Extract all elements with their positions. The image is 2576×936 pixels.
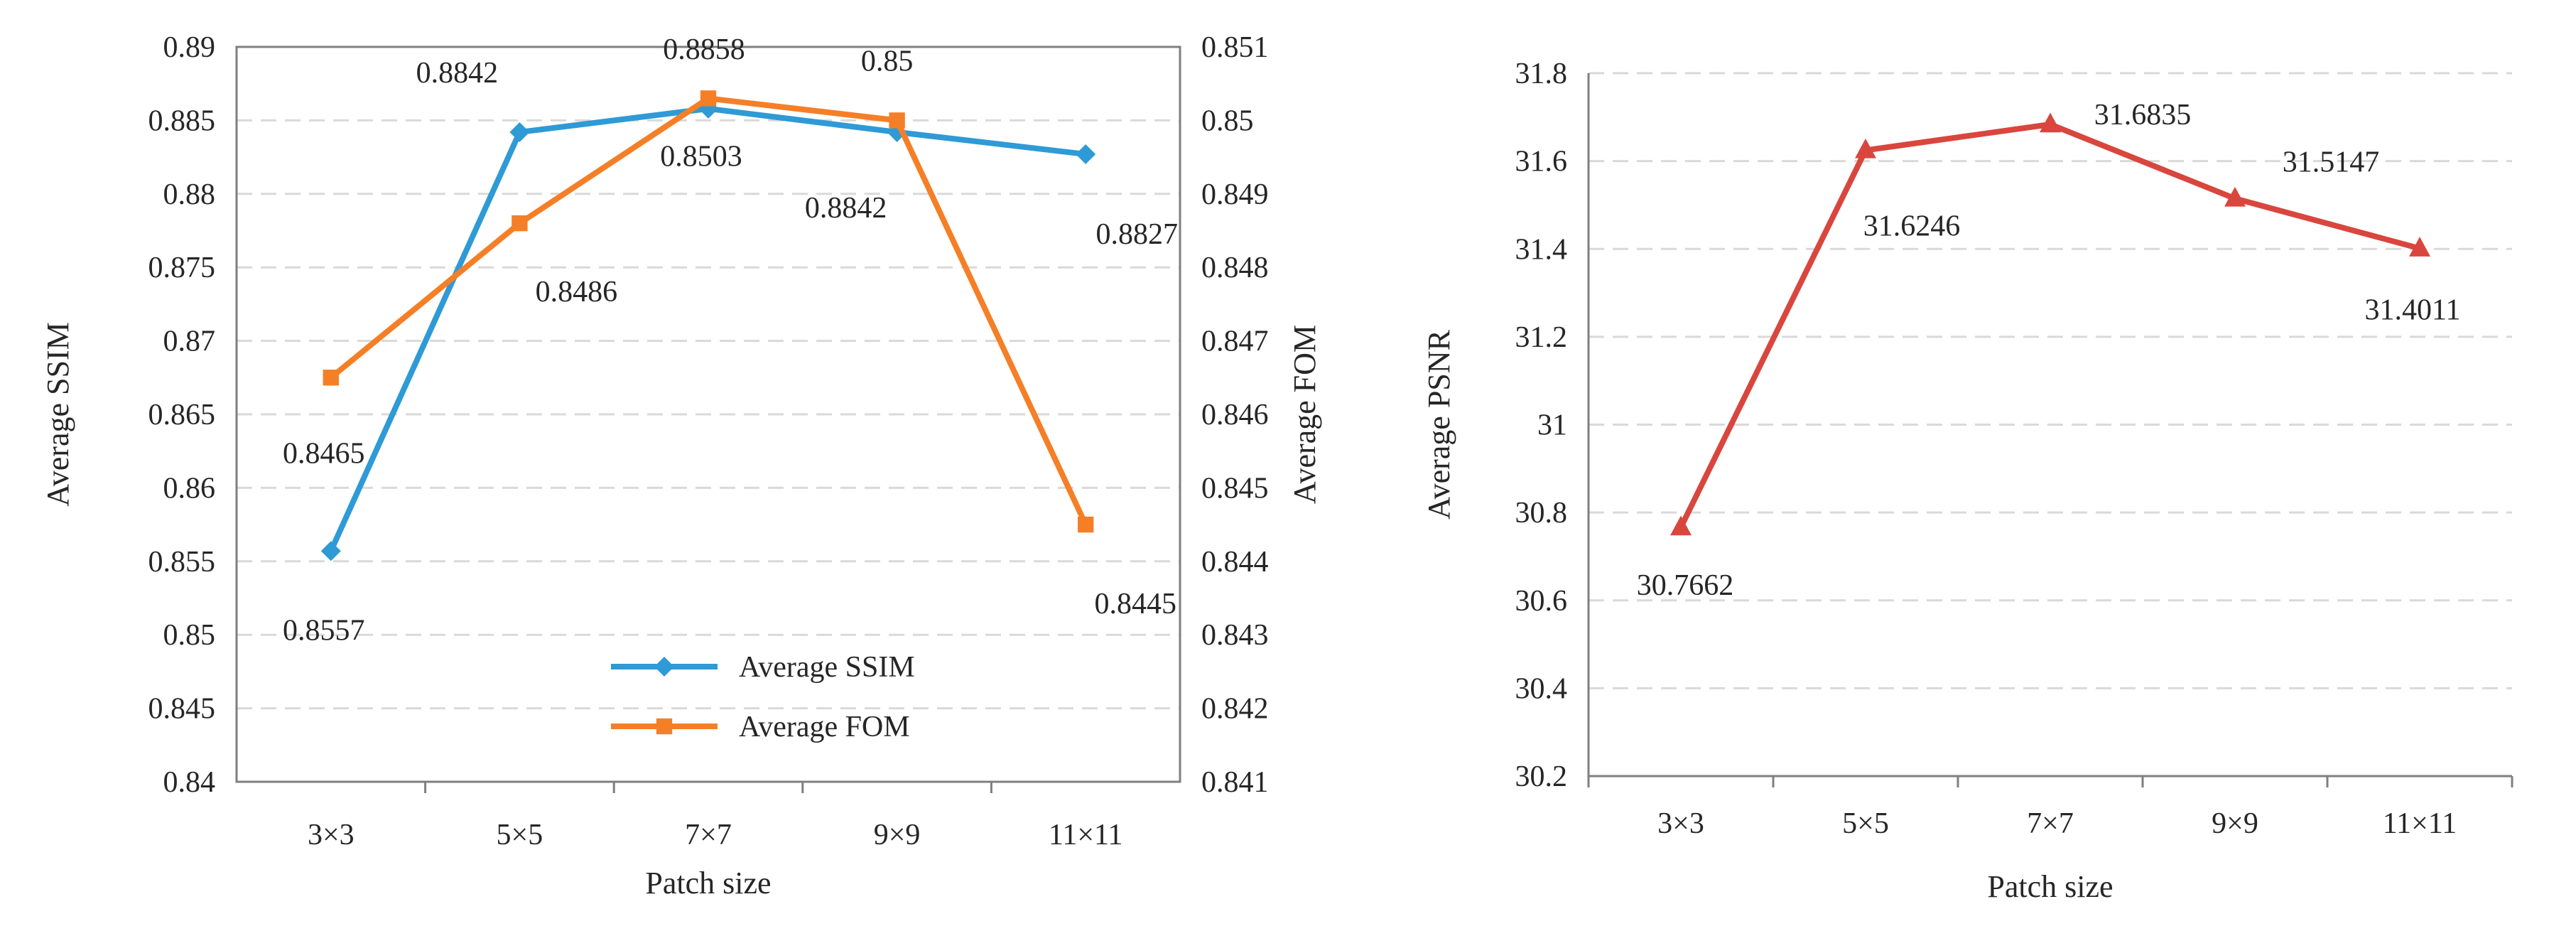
data-label: 31.4011 bbox=[2365, 294, 2461, 327]
y2-tick-label: 0.841 bbox=[1201, 766, 1269, 799]
data-point bbox=[700, 90, 717, 107]
data-point bbox=[1078, 516, 1094, 533]
x-tick-label: 9×9 bbox=[2212, 807, 2258, 840]
data-label: 31.6246 bbox=[1863, 210, 1961, 242]
data-point bbox=[1076, 144, 1096, 164]
y2-axis-title: Average FOM bbox=[1287, 325, 1322, 504]
legend-marker bbox=[656, 718, 673, 735]
y2-tick-label: 0.849 bbox=[1201, 178, 1269, 211]
x-tick-label: 3×3 bbox=[1657, 807, 1704, 840]
x-tick-label: 5×5 bbox=[497, 819, 543, 851]
x-tick-label: 11×11 bbox=[1049, 819, 1123, 851]
y-tick-label: 0.85 bbox=[163, 619, 216, 652]
data-label: 30.7662 bbox=[1637, 569, 1734, 602]
y2-tick-label: 0.842 bbox=[1201, 693, 1269, 726]
data-point bbox=[509, 122, 530, 142]
y-tick-label: 0.88 bbox=[163, 178, 216, 211]
data-point bbox=[889, 112, 905, 129]
y2-tick-label: 0.848 bbox=[1201, 252, 1269, 284]
series-line-psnr bbox=[1678, 122, 2421, 529]
ssim-fom-chart: 0.84 0.845 0.85 0.855 0.86 0.865 0.87 0.875 0.88… bbox=[40, 31, 1322, 900]
data-label: 0.8842 bbox=[805, 192, 887, 225]
data-label: 31.5147 bbox=[2283, 146, 2380, 178]
y-tick-label: 30.8 bbox=[1515, 497, 1568, 529]
y-tick-label: 0.845 bbox=[148, 693, 216, 726]
data-point bbox=[512, 215, 528, 232]
y2-tick-label: 0.851 bbox=[1201, 31, 1269, 64]
y-tick-label: 0.875 bbox=[148, 252, 216, 284]
data-point bbox=[323, 370, 339, 386]
y-tick-label: 31.4 bbox=[1515, 233, 1568, 266]
series-line-ssim bbox=[328, 105, 1086, 552]
data-label: 31.6835 bbox=[2094, 99, 2192, 131]
y2-tick-label: 0.845 bbox=[1201, 472, 1269, 505]
y2-tick-label: 0.85 bbox=[1201, 104, 1254, 137]
y2-tick-label: 0.846 bbox=[1201, 399, 1269, 431]
y-tick-label: 0.855 bbox=[148, 546, 216, 579]
data-label: 0.8827 bbox=[1095, 218, 1178, 251]
legend-marker bbox=[654, 657, 674, 677]
data-label: 0.8557 bbox=[283, 614, 365, 647]
data-point bbox=[2224, 186, 2246, 207]
x-tick-label: 5×5 bbox=[1842, 807, 1889, 840]
data-label: 0.8503 bbox=[660, 140, 742, 173]
y-axis-title: Average SSIM bbox=[40, 322, 75, 506]
x-tick-label: 7×7 bbox=[685, 819, 732, 851]
y-tick-label: 31.6 bbox=[1515, 146, 1568, 178]
data-label: 0.8445 bbox=[1094, 588, 1176, 620]
data-point bbox=[2409, 237, 2430, 257]
data-label: 0.8858 bbox=[663, 33, 745, 66]
data-label: 0.85 bbox=[861, 45, 914, 77]
y-tick-label: 0.865 bbox=[148, 399, 216, 431]
x-tick-label: 7×7 bbox=[2027, 807, 2074, 840]
y-tick-label: 30.2 bbox=[1515, 760, 1568, 793]
y-tick-label: 0.885 bbox=[148, 104, 216, 137]
y-tick-label: 0.87 bbox=[163, 326, 216, 358]
data-point bbox=[320, 541, 341, 561]
x-tick-label: 11×11 bbox=[2383, 807, 2457, 840]
y-tick-label: 31.8 bbox=[1515, 58, 1568, 90]
data-point bbox=[2040, 112, 2061, 133]
x-axis-title: Patch size bbox=[1987, 869, 2113, 904]
y-tick-label: 30.6 bbox=[1515, 585, 1568, 618]
y-tick-label: 0.86 bbox=[163, 472, 216, 505]
y2-tick-label: 0.844 bbox=[1201, 546, 1269, 579]
y-tick-label: 31 bbox=[1537, 409, 1567, 442]
data-label: 0.8465 bbox=[283, 437, 365, 470]
x-tick-label: 9×9 bbox=[874, 819, 921, 851]
legend-label: Average SSIM bbox=[739, 651, 915, 684]
data-point bbox=[1670, 515, 1692, 536]
data-point bbox=[1855, 138, 1876, 158]
y-axis-title: Average PSNR bbox=[1422, 329, 1456, 519]
plot-frame bbox=[235, 45, 1181, 783]
y-tick-label: 0.84 bbox=[163, 766, 216, 799]
x-tick-label: 3×3 bbox=[308, 819, 355, 851]
y2-tick-label: 0.843 bbox=[1201, 619, 1269, 652]
y-tick-label: 0.89 bbox=[163, 31, 216, 64]
data-label: 0.8486 bbox=[536, 276, 618, 308]
y-tick-label: 31.2 bbox=[1515, 321, 1568, 354]
psnr-chart: 30.2 30.4 30.6 30.8 31 31.2 31.4 31.6 31.8 3×3 5×5… bbox=[1422, 58, 2513, 904]
y2-tick-label: 0.847 bbox=[1201, 326, 1269, 358]
y-tick-label: 30.4 bbox=[1515, 672, 1568, 705]
x-axis-title: Patch size bbox=[645, 866, 771, 900]
data-label: 0.8842 bbox=[416, 57, 499, 90]
legend-label: Average FOM bbox=[739, 711, 910, 743]
